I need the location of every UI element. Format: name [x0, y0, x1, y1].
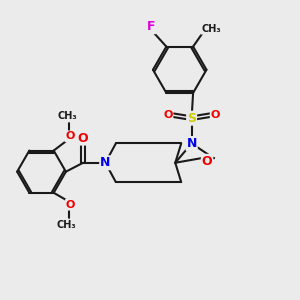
Text: F: F: [147, 20, 156, 33]
Text: N: N: [186, 137, 197, 150]
Text: O: O: [66, 200, 75, 210]
Text: CH₃: CH₃: [56, 220, 76, 230]
Text: CH₃: CH₃: [201, 24, 221, 34]
Text: O: O: [163, 110, 172, 120]
Text: O: O: [211, 110, 220, 120]
Text: O: O: [65, 131, 75, 141]
Text: S: S: [187, 112, 196, 125]
Text: O: O: [78, 132, 88, 145]
Text: CH₃: CH₃: [57, 111, 77, 122]
Text: O: O: [202, 155, 212, 168]
Text: N: N: [100, 156, 111, 169]
